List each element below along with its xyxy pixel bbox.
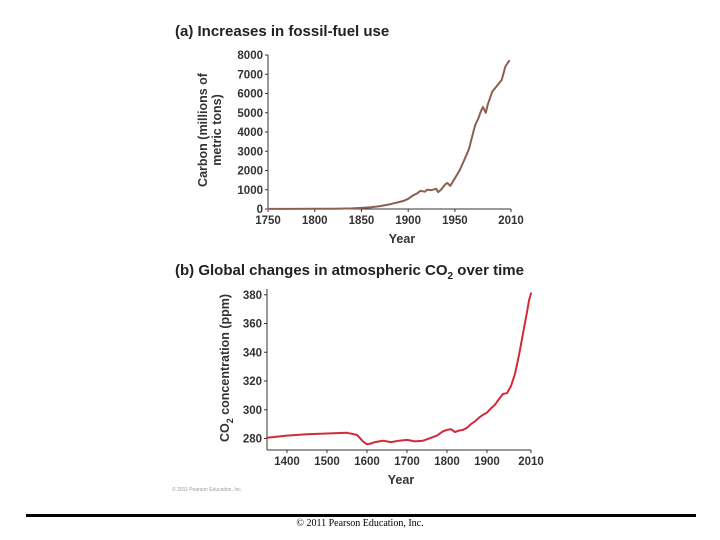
chart-b-ytick-label: 280: [243, 434, 262, 446]
chart-a-ytick-label: 6000: [237, 89, 263, 101]
chart-a-axes: 0 1000 2000 3000 4000 5000 6000 7000 8000 1750 180…: [237, 50, 523, 227]
chart-b-ylabel-tail: concentration (ppm): [218, 294, 232, 418]
chart-b: (b) Global changes in atmospheric CO2 ov…: [172, 262, 544, 493]
chart-b-xtick-label: 1900: [474, 456, 500, 468]
chart-a-xtick-label: 2010: [498, 215, 524, 227]
chart-a-ytick-label: 3000: [237, 146, 263, 158]
chart-a-xtick-label: 1850: [349, 215, 375, 227]
image-copyright-note: © 2011 Pearson Education, Inc.: [172, 486, 242, 493]
chart-b-ytick-label: 380: [243, 290, 262, 302]
chart-a-ytick-label: 2000: [237, 166, 263, 178]
chart-b-title-main: (b) Global changes in atmospheric CO: [175, 262, 448, 279]
chart-b-ylabel-main: CO: [218, 423, 232, 442]
chart-b-series-line: [266, 292, 532, 446]
chart-b-xtick-label: 1800: [434, 456, 460, 468]
chart-a-ytick-label: 1000: [237, 185, 263, 197]
chart-b-xtick-label: 1400: [274, 456, 300, 468]
chart-b-ylabel: CO2 concentration (ppm): [218, 294, 235, 442]
chart-b-title-sub: 2: [448, 271, 454, 282]
chart-b-axes: 280 300 320 340 360 380 1400 1500 1600 1700 1800 19…: [243, 289, 544, 468]
chart-a-ytick-label: 5000: [237, 108, 263, 120]
chart-b-xtick-label: 1500: [314, 456, 340, 468]
chart-b-ytick-label: 360: [243, 319, 262, 331]
chart-a-ytick-label: 7000: [237, 69, 263, 81]
chart-b-ylabel-sub: 2: [225, 418, 235, 423]
chart-a-series-line: [267, 59, 511, 210]
chart-a-title: (a) Increases in fossil-fuel use: [175, 23, 389, 40]
chart-a-ylabel-line2: metric tons): [210, 94, 224, 166]
chart-a-xlabel: Year: [389, 232, 416, 246]
chart-b-title-tail: over time: [453, 262, 524, 279]
chart-b-xtick-label: 1600: [354, 456, 380, 468]
chart-a-ylabel-line1: Carbon (millions of: [196, 72, 210, 187]
chart-a-xtick-label: 1750: [255, 215, 281, 227]
chart-b-ytick-label: 320: [243, 376, 262, 388]
chart-a: (a) Increases in fossil-fuel use 0 1000 20…: [175, 23, 524, 246]
chart-a-xtick-label: 1900: [395, 215, 421, 227]
chart-a-ytick-label: 0: [257, 204, 263, 216]
footer-copyright: © 2011 Pearson Education, Inc.: [296, 518, 424, 529]
footer-rule: [26, 514, 696, 517]
chart-b-xtick-label: 1700: [394, 456, 420, 468]
chart-b-title: (b) Global changes in atmospheric CO2 ov…: [175, 262, 524, 282]
chart-b-ytick-label: 300: [243, 405, 262, 417]
chart-b-xlabel: Year: [388, 473, 415, 487]
chart-b-ytick-label: 340: [243, 347, 262, 359]
chart-b-xtick-label: 2010: [518, 456, 544, 468]
chart-a-ytick-label: 4000: [237, 127, 263, 139]
chart-a-xtick-label: 1800: [302, 215, 328, 227]
chart-a-ytick-label: 8000: [237, 50, 263, 62]
chart-a-xtick-label: 1950: [442, 215, 468, 227]
